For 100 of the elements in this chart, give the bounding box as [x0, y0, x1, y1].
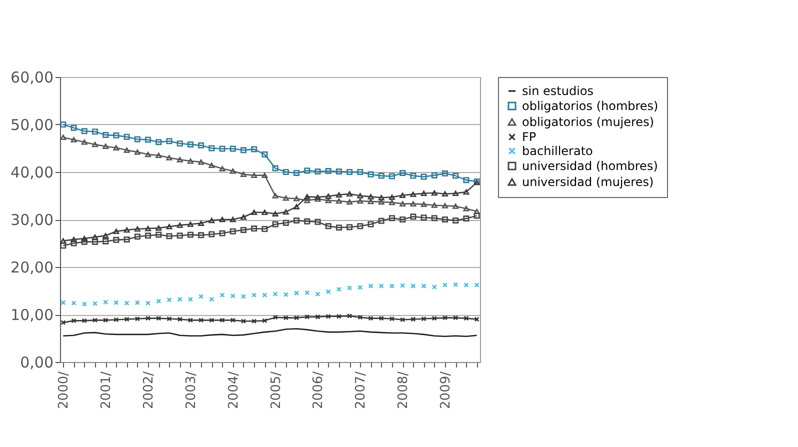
point [81, 139, 88, 145]
point [230, 228, 236, 234]
point [60, 134, 66, 140]
point [388, 173, 395, 180]
point [453, 315, 458, 320]
point [336, 224, 342, 231]
point [336, 168, 342, 175]
point [134, 226, 140, 232]
point [103, 300, 108, 305]
x-tick-label: 2005/ [268, 370, 284, 409]
point [240, 318, 246, 324]
point [410, 283, 416, 289]
point [188, 296, 193, 302]
point [452, 190, 459, 196]
point [198, 142, 204, 148]
point [368, 198, 374, 204]
point [357, 223, 364, 230]
point [294, 204, 300, 210]
point [431, 172, 438, 178]
point [400, 216, 406, 222]
point [134, 136, 140, 142]
point [357, 198, 364, 204]
point [389, 283, 394, 289]
point [389, 316, 394, 322]
point [262, 292, 268, 298]
point [198, 220, 204, 226]
point [336, 286, 342, 292]
legend-label: bachillerato [522, 144, 593, 158]
point [336, 192, 342, 198]
point [410, 172, 416, 179]
point [208, 145, 215, 152]
point [240, 172, 246, 178]
y-tick-label: 0,00 [20, 354, 54, 372]
point [166, 138, 172, 144]
point [368, 283, 374, 289]
point [410, 192, 416, 198]
point [102, 144, 109, 150]
point [442, 170, 448, 176]
point [124, 316, 130, 322]
point [378, 199, 384, 205]
point [474, 208, 480, 214]
point [113, 228, 120, 234]
point [357, 169, 364, 175]
x-tick-label: 2004/ [226, 370, 242, 409]
point [420, 202, 427, 207]
point [346, 169, 353, 175]
point [378, 194, 384, 200]
point [304, 218, 310, 224]
point [103, 318, 108, 323]
point [198, 232, 204, 238]
point [145, 136, 152, 143]
point [177, 316, 182, 322]
y-tick-label: 50,00 [10, 116, 54, 134]
point [431, 190, 438, 196]
point [176, 156, 183, 162]
point [166, 316, 172, 322]
point [240, 226, 246, 233]
point [294, 217, 300, 224]
point [92, 238, 98, 245]
point [410, 201, 416, 207]
point [198, 159, 204, 165]
point [315, 292, 320, 297]
point [272, 292, 278, 297]
point [252, 318, 257, 324]
point [60, 238, 66, 244]
point [474, 212, 480, 219]
point [166, 224, 172, 230]
point [400, 317, 406, 322]
point [378, 218, 384, 224]
point [452, 172, 459, 179]
point [209, 318, 214, 323]
legend-label: obligatorios (mujeres) [522, 115, 654, 129]
legend-label: FP [522, 130, 536, 144]
point [251, 172, 258, 178]
point [81, 128, 88, 134]
point [102, 232, 109, 238]
point [230, 168, 236, 174]
point [283, 315, 288, 320]
x-tick-label: 2009/ [438, 370, 454, 409]
point [187, 141, 194, 148]
point [134, 316, 140, 322]
point [70, 240, 77, 246]
point [230, 293, 236, 298]
point [463, 177, 470, 184]
point [146, 300, 151, 306]
point [304, 168, 310, 174]
point [156, 152, 162, 158]
point [282, 220, 289, 226]
point [146, 316, 151, 321]
point [113, 132, 120, 138]
point [102, 238, 109, 244]
point [113, 236, 120, 243]
point [166, 297, 172, 302]
point [124, 227, 130, 233]
y-tick-label: 30,00 [10, 211, 54, 229]
point [346, 199, 353, 205]
point [388, 194, 395, 200]
point [209, 296, 214, 302]
x-tick-label: 2002/ [142, 370, 157, 409]
point [240, 214, 246, 220]
